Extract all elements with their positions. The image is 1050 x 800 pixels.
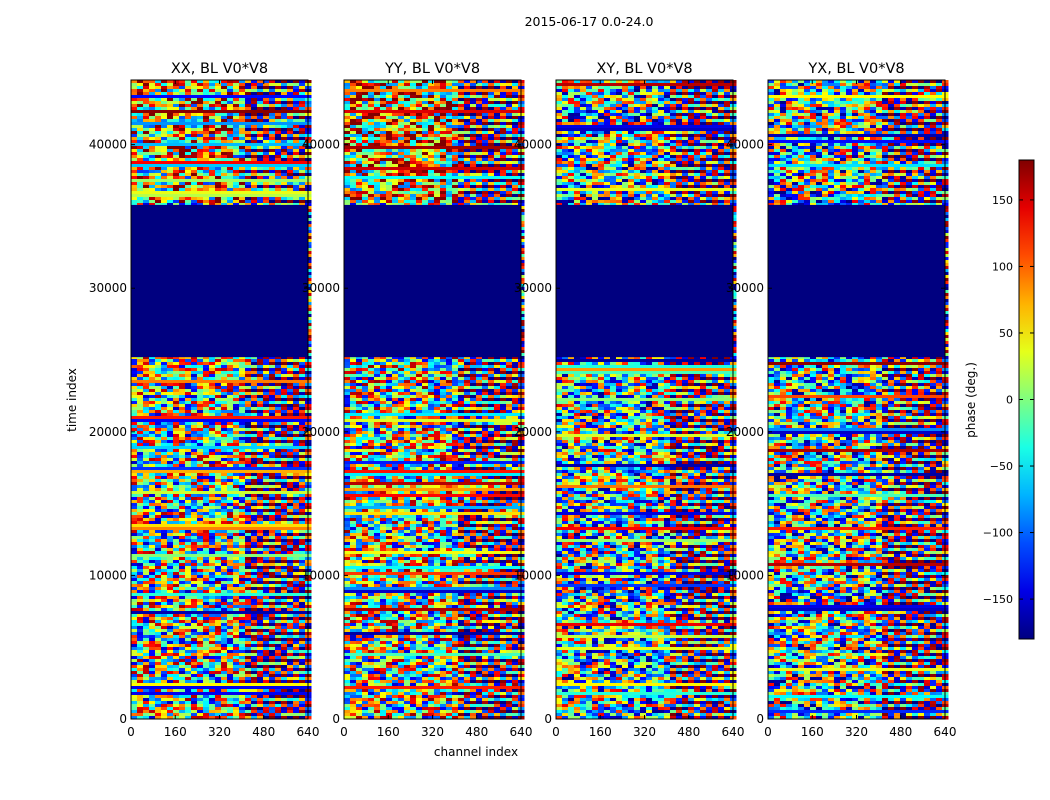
x-axis-label: channel index [434,745,518,759]
flagged-region [131,204,308,358]
x-tick-label: 480 [465,725,488,739]
x-tick-label: 640 [934,725,957,739]
x-tick-label: 320 [421,725,444,739]
colorbar-tick-label: −150 [983,593,1013,606]
x-tick-label: 0 [552,725,560,739]
figure-suptitle: 2015-06-17 0.0-24.0 [525,14,654,29]
panels-group: XX, BL V0*V8 0 160 320 480 640 0 10000 20000 3000… [89,61,957,739]
colorbar-tick-label: 100 [992,260,1013,273]
panel-yy: YY, BL V0*V8 0 160 320 480 640 0 10000 20000 3000… [302,61,533,739]
y-tick-label: 0 [332,712,340,726]
y-tick-label: 30000 [514,281,552,295]
y-tick-label: 10000 [514,568,552,582]
panel-title: YY, BL V0*V8 [384,61,480,77]
y-axis-label: time index [65,368,79,432]
phase-texture [768,80,949,720]
x-tick-label: 0 [127,725,135,739]
x-tick-label: 640 [722,725,745,739]
y-tick-label: 20000 [89,425,127,439]
y-tick-label: 20000 [726,425,764,439]
colorbar: 150 100 50 0 −50 −100 −150 phase (deg.) [964,159,1035,640]
panel-title: XY, BL V0*V8 [596,61,692,77]
y-tick-label: 10000 [89,568,127,582]
colorbar-tick-label: 0 [1006,394,1013,407]
y-tick-label: 10000 [302,568,340,582]
x-tick-label: 320 [208,725,231,739]
y-tick-label: 0 [119,712,127,726]
x-tick-label: 640 [510,725,533,739]
y-tick-label: 30000 [302,281,340,295]
y-tick-label: 30000 [726,281,764,295]
panel-title: XX, BL V0*V8 [171,61,268,77]
y-tick-label: 40000 [89,138,127,152]
panel-title: YX, BL V0*V8 [807,61,904,77]
panel-xy: XY, BL V0*V8 0 160 320 480 640 0 10000 20000 3000… [514,61,745,739]
phase-texture [556,80,737,720]
y-tick-label: 30000 [89,281,127,295]
y-tick-label: 40000 [302,138,340,152]
flagged-region [768,204,945,358]
colorbar-label: phase (deg.) [964,362,978,438]
phase-texture [344,80,525,720]
x-tick-label: 160 [164,725,187,739]
y-tick-label: 40000 [726,138,764,152]
y-tick-label: 20000 [514,425,552,439]
panel-yx: YX, BL V0*V8 0 160 320 480 640 0 10000 20000 3000… [726,61,957,739]
y-tick-label: 10000 [726,568,764,582]
colorbar-tick-label: −100 [983,527,1013,540]
y-tick-label: 0 [544,712,552,726]
x-tick-label: 320 [845,725,868,739]
x-tick-label: 0 [764,725,772,739]
x-tick-label: 480 [677,725,700,739]
x-tick-label: 320 [633,725,656,739]
panel-xx: XX, BL V0*V8 0 160 320 480 640 0 10000 20000 3000… [89,61,320,739]
x-tick-label: 640 [297,725,320,739]
y-tick-label: 0 [756,712,764,726]
x-tick-label: 0 [340,725,348,739]
x-tick-label: 160 [377,725,400,739]
y-tick-label: 20000 [302,425,340,439]
y-tick-label: 40000 [514,138,552,152]
x-tick-label: 160 [589,725,612,739]
colorbar-tick-label: −50 [990,460,1013,473]
flagged-region [344,204,521,358]
colorbar-tick-label: 50 [999,327,1013,340]
x-tick-label: 480 [252,725,275,739]
colorbar-tick-label: 150 [992,194,1013,207]
phase-texture [131,80,312,720]
x-tick-label: 160 [801,725,824,739]
flagged-region [556,204,733,358]
x-tick-label: 480 [889,725,912,739]
